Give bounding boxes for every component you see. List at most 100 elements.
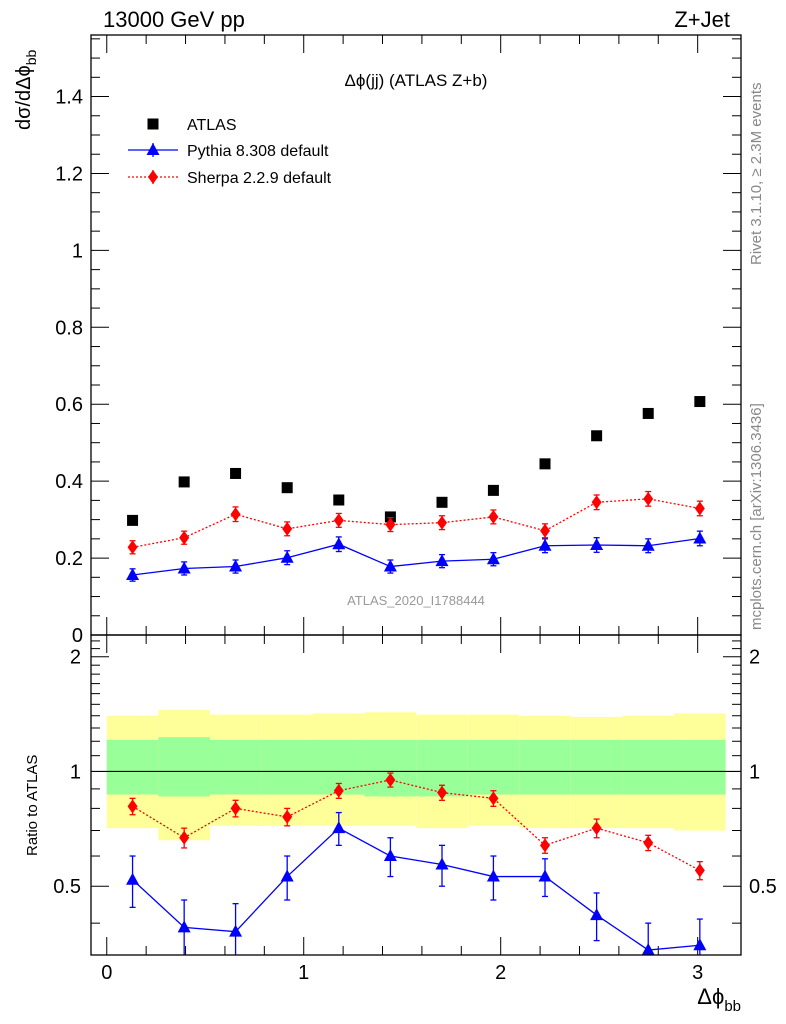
main-y-tick-label: 1.4 [55, 87, 83, 109]
ratio-x-axis-label: Δϕbb [697, 984, 741, 1015]
ratio-data-point [179, 830, 190, 845]
main-series-atlas [127, 396, 706, 526]
data-point [280, 550, 294, 563]
ratio-data-point [488, 791, 499, 806]
ratio-x-tick-label: 2 [495, 962, 506, 984]
main-y-tick-label: 0 [72, 625, 83, 647]
ratio-data-point [126, 872, 140, 885]
rivet-label: Rivet 3.1.10, ≥ 2.3M events [748, 83, 765, 266]
ratio-series-sherpa [127, 772, 705, 881]
ratio-y-axis-label: Ratio to ATLAS [24, 755, 41, 856]
ratio-x-tick-label: 3 [692, 962, 703, 984]
main-axis-ticks [91, 35, 741, 636]
data-point [486, 552, 500, 565]
ratio-data-point [538, 869, 552, 882]
band-inner [364, 739, 417, 797]
data-point [539, 458, 551, 470]
band-inner [158, 737, 210, 797]
data-point [230, 507, 241, 522]
data-point [333, 513, 344, 528]
ratio-axis-ticks [91, 635, 741, 955]
ratio-y-tick-label-left: 0.5 [53, 876, 81, 898]
legend-item: Sherpa 2.2.9 default [128, 170, 332, 187]
ratio-x-tick-labels: 0 1 2 3 [101, 962, 703, 984]
ratio-y-tick-label-right: 1 [749, 761, 760, 783]
data-point [127, 514, 139, 526]
main-y-axis-label-sub: bb [23, 49, 39, 65]
header-left: 13000 GeV pp [103, 7, 245, 32]
ratio-x-tick-label: 1 [298, 962, 309, 984]
ratio-data-point [437, 785, 447, 800]
data-point [126, 568, 140, 580]
ratio-series-line [132, 779, 701, 872]
data-point [282, 521, 293, 536]
ratio-uncertainty-bands [106, 709, 726, 841]
analysis-watermark: ATLAS_2020_I1788444 [347, 593, 485, 608]
ratio-data-point [641, 943, 655, 955]
data-point [540, 523, 551, 538]
ratio-data-point [383, 849, 397, 862]
main-panel: 00.20.40.60.811.21.4 Δϕ(jj) (ATLAS Z+b) … [13, 34, 742, 647]
data-point [590, 538, 604, 550]
data-point [437, 515, 447, 530]
legend-marker [148, 170, 158, 184]
ratio-series-layer [126, 772, 707, 955]
ratio-data-point [694, 863, 705, 878]
data-point [591, 495, 602, 510]
ratio-data-point [280, 869, 294, 882]
legend-item: ATLAS [147, 117, 237, 134]
ratio-data-point [385, 772, 396, 787]
ratio-y-tick-labels: 0.5 0.5 1 1 2 2 [53, 647, 777, 899]
data-point [435, 554, 449, 567]
main-y-axis-label: dσ/dΔϕbb [13, 49, 39, 130]
ratio-x-axis-label-sub: bb [724, 998, 741, 1015]
main-y-tick-label: 1 [72, 240, 83, 262]
ratio-data-point [540, 838, 551, 853]
ratio-data-point [643, 835, 654, 850]
ratio-data-point [229, 924, 243, 937]
data-point [436, 496, 448, 508]
data-point [694, 501, 705, 516]
band-inner [106, 739, 159, 795]
main-series-layer [126, 396, 707, 582]
data-point [127, 540, 138, 555]
ratio-data-point [332, 821, 346, 834]
band-inner [570, 739, 623, 795]
data-point [693, 531, 707, 544]
series-line [132, 537, 700, 576]
main-y-tick-labels: 0 0.2 0.4 0.6 0.8 1 1.2 1.4 [55, 87, 83, 647]
ratio-data-point [435, 857, 449, 870]
ratio-panel: 0.5 0.5 1 1 2 2 0 1 2 3 Ratio to ATLAS Δϕbb [24, 634, 777, 1015]
ratio-data-point [333, 783, 344, 798]
svg-text:dσ/dΔϕbb: dσ/dΔϕbb [13, 49, 39, 130]
ratio-frame [90, 634, 742, 956]
main-y-tick-label: 1.2 [55, 163, 83, 185]
ratio-data-point [486, 869, 500, 882]
ratio-y-tick-label-left: 2 [70, 647, 81, 669]
ratio-y-tick-label-right: 0.5 [749, 876, 777, 898]
data-point [177, 561, 191, 574]
data-point [538, 538, 552, 551]
ratio-data-point [693, 938, 707, 951]
band-inner [261, 739, 313, 795]
data-point [643, 491, 654, 506]
ratio-y-tick-label-right: 2 [749, 647, 760, 669]
main-title: Δϕ(jj) (ATLAS Z+b) [345, 71, 488, 90]
data-point [487, 484, 499, 496]
data-point [178, 476, 190, 488]
ratio-data-point [127, 799, 138, 814]
ratio-x-axis-label-main: Δϕ [697, 984, 724, 1009]
data-point [641, 538, 655, 551]
legend-marker [147, 118, 159, 130]
data-point [281, 482, 293, 494]
ratio-data-point [177, 920, 191, 933]
legend-label: Sherpa 2.2.9 default [187, 170, 332, 187]
ratio-x-tick-label: 0 [101, 962, 112, 984]
data-point [384, 511, 396, 523]
ratio-y-tick-label-left: 1 [70, 761, 81, 783]
data-point [383, 559, 397, 572]
band-inner [209, 739, 262, 795]
series-line [132, 498, 700, 548]
main-y-tick-label: 0.4 [55, 471, 83, 493]
data-point [385, 517, 396, 532]
